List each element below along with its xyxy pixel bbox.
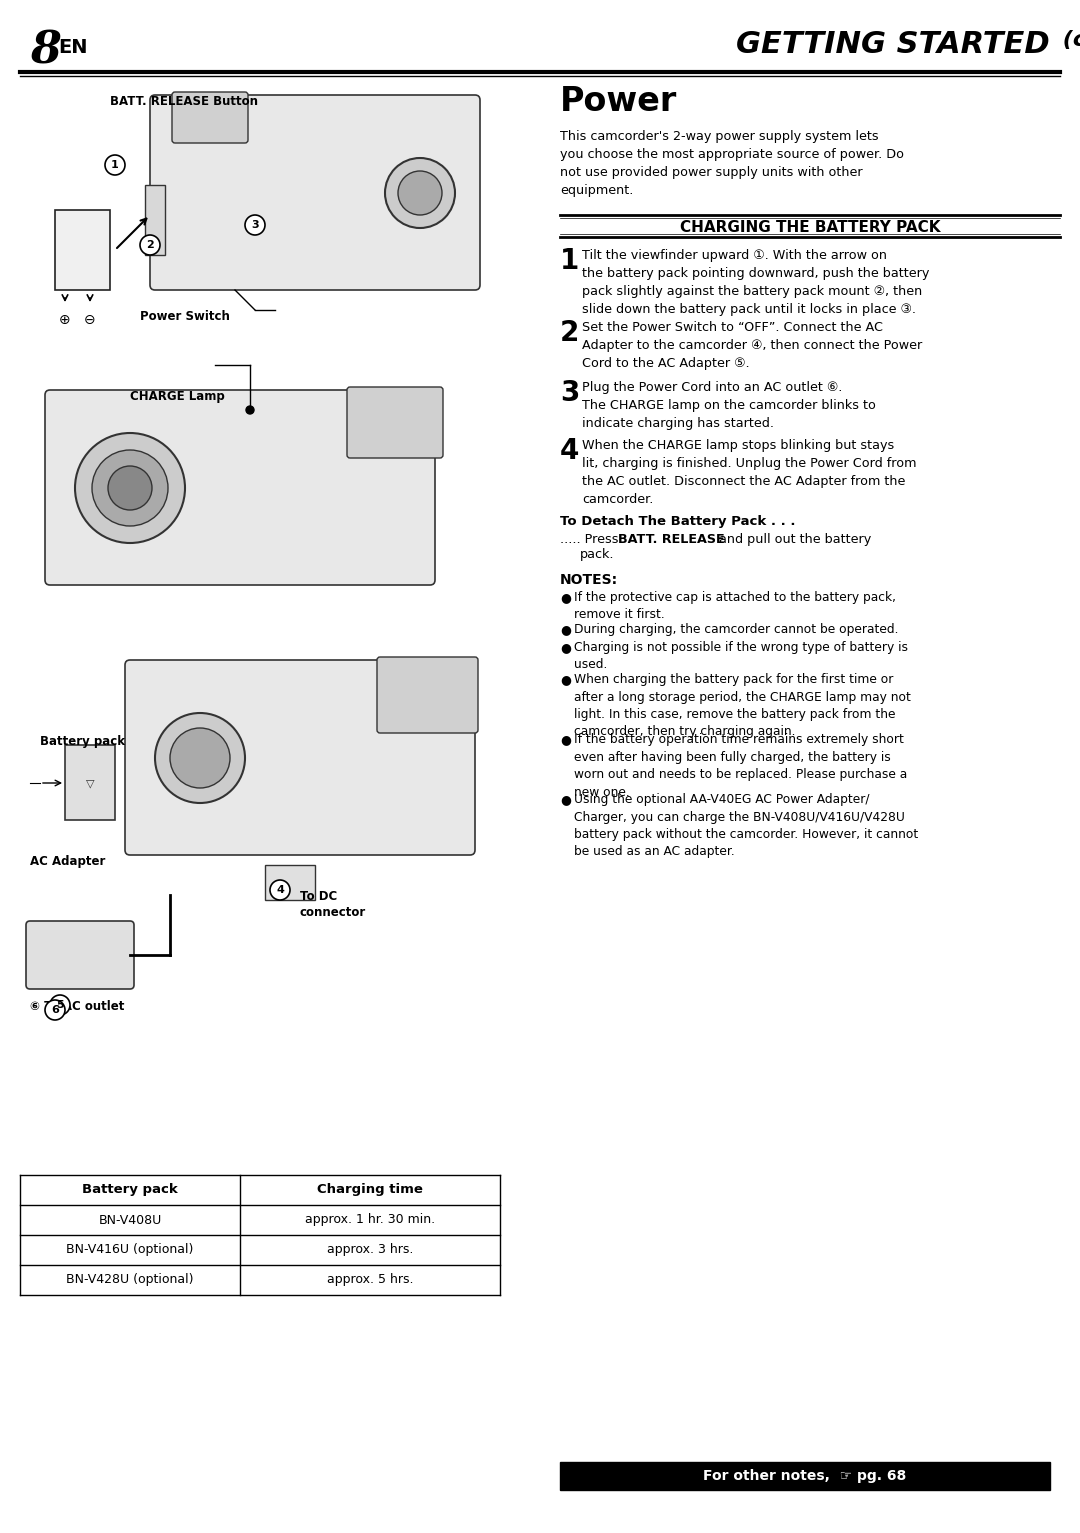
Text: ●: ● — [561, 673, 571, 685]
Text: pack.: pack. — [580, 547, 615, 561]
Text: ●: ● — [561, 641, 571, 655]
Text: 3: 3 — [252, 221, 259, 230]
Text: CHARGE Lamp: CHARGE Lamp — [130, 389, 225, 403]
Text: 4: 4 — [561, 437, 579, 464]
Text: Battery pack: Battery pack — [40, 734, 125, 748]
Circle shape — [45, 1000, 65, 1019]
Text: GETTING STARTED: GETTING STARTED — [737, 31, 1050, 58]
Text: 6: 6 — [51, 1006, 59, 1015]
Text: ⑥ To AC outlet: ⑥ To AC outlet — [30, 1000, 124, 1013]
Text: 3: 3 — [561, 379, 579, 406]
Circle shape — [270, 880, 291, 900]
Text: NOTES:: NOTES: — [561, 573, 618, 587]
Bar — [65, 745, 114, 820]
Circle shape — [399, 172, 442, 215]
Circle shape — [105, 155, 125, 175]
Text: When the CHARGE lamp stops blinking but stays
lit, charging is finished. Unplug : When the CHARGE lamp stops blinking but … — [582, 438, 917, 506]
FancyBboxPatch shape — [26, 921, 134, 989]
Text: 8: 8 — [30, 31, 60, 74]
Text: approx. 1 hr. 30 min.: approx. 1 hr. 30 min. — [305, 1214, 435, 1226]
Text: 1: 1 — [561, 247, 579, 274]
Text: Set the Power Switch to “OFF”. Connect the AC
Adapter to the camcorder ④, then c: Set the Power Switch to “OFF”. Connect t… — [582, 320, 922, 369]
Text: ●: ● — [561, 733, 571, 747]
Bar — [265, 865, 315, 900]
Circle shape — [245, 215, 265, 235]
Text: Power Switch: Power Switch — [140, 310, 230, 323]
Text: If the battery operation time remains extremely short
even after having been ful: If the battery operation time remains ex… — [573, 733, 907, 799]
Text: Plug the Power Cord into an AC outlet ⑥.
The CHARGE lamp on the camcorder blinks: Plug the Power Cord into an AC outlet ⑥.… — [582, 382, 876, 429]
Text: CHARGING THE BATTERY PACK: CHARGING THE BATTERY PACK — [679, 221, 941, 235]
FancyBboxPatch shape — [377, 658, 478, 733]
Text: Charging time: Charging time — [318, 1183, 423, 1196]
Text: (cont.): (cont.) — [1055, 31, 1080, 51]
Circle shape — [170, 728, 230, 788]
Text: Battery pack: Battery pack — [82, 1183, 178, 1196]
Circle shape — [246, 406, 254, 414]
Text: AC Adapter: AC Adapter — [30, 855, 106, 868]
Text: BN-V428U (optional): BN-V428U (optional) — [66, 1274, 193, 1286]
Text: This camcorder's 2-way power supply system lets
you choose the most appropriate : This camcorder's 2-way power supply syst… — [561, 130, 904, 198]
Text: ●: ● — [561, 793, 571, 806]
Text: 5: 5 — [56, 1000, 64, 1010]
Text: approx. 3 hrs.: approx. 3 hrs. — [327, 1243, 414, 1257]
Text: ⊕: ⊕ — [59, 313, 71, 327]
Text: ..... Press: ..... Press — [561, 533, 622, 546]
Text: Power: Power — [561, 84, 677, 118]
Text: ⊖: ⊖ — [84, 313, 96, 327]
Text: For other notes,  ☞ pg. 68: For other notes, ☞ pg. 68 — [703, 1469, 906, 1482]
Circle shape — [156, 713, 245, 803]
Text: approx. 5 hrs.: approx. 5 hrs. — [327, 1274, 414, 1286]
Circle shape — [75, 432, 185, 543]
Circle shape — [50, 995, 70, 1015]
Text: When charging the battery pack for the first time or
after a long storage period: When charging the battery pack for the f… — [573, 673, 910, 739]
Bar — [561, 1462, 1050, 1490]
Text: and pull out the battery: and pull out the battery — [715, 533, 872, 546]
FancyBboxPatch shape — [150, 95, 480, 290]
Text: BATT. RELEASE: BATT. RELEASE — [618, 533, 725, 546]
Text: ▽: ▽ — [85, 779, 94, 788]
Text: 1: 1 — [111, 159, 119, 170]
Text: BATT. RELEASE Button: BATT. RELEASE Button — [110, 95, 258, 107]
Text: Using the optional AA-V40EG AC Power Adapter/
Charger, you can charge the BN-V40: Using the optional AA-V40EG AC Power Ada… — [573, 793, 918, 858]
Text: Charging is not possible if the wrong type of battery is
used.: Charging is not possible if the wrong ty… — [573, 641, 908, 671]
Text: ●: ● — [561, 592, 571, 604]
Text: 2: 2 — [146, 241, 153, 250]
Text: BN-V416U (optional): BN-V416U (optional) — [66, 1243, 193, 1257]
Text: 2: 2 — [561, 319, 579, 346]
Circle shape — [92, 451, 168, 526]
Text: ●: ● — [561, 622, 571, 636]
Text: Tilt the viewfinder upward ①. With the arrow on
the battery pack pointing downwa: Tilt the viewfinder upward ①. With the a… — [582, 248, 930, 316]
Circle shape — [108, 466, 152, 510]
Text: During charging, the camcorder cannot be operated.: During charging, the camcorder cannot be… — [573, 622, 899, 636]
Text: BN-V408U: BN-V408U — [98, 1214, 162, 1226]
Circle shape — [140, 235, 160, 254]
FancyBboxPatch shape — [45, 389, 435, 586]
Text: 4: 4 — [276, 885, 284, 895]
Text: To DC
connector: To DC connector — [300, 891, 366, 918]
FancyBboxPatch shape — [125, 661, 475, 855]
Text: To Detach The Battery Pack . . .: To Detach The Battery Pack . . . — [561, 515, 796, 527]
Bar — [145, 185, 165, 254]
Text: If the protective cap is attached to the battery pack,
remove it first.: If the protective cap is attached to the… — [573, 592, 896, 621]
Text: EN: EN — [58, 38, 87, 57]
Bar — [55, 210, 110, 290]
Circle shape — [384, 158, 455, 228]
FancyBboxPatch shape — [172, 92, 248, 143]
FancyBboxPatch shape — [347, 386, 443, 458]
